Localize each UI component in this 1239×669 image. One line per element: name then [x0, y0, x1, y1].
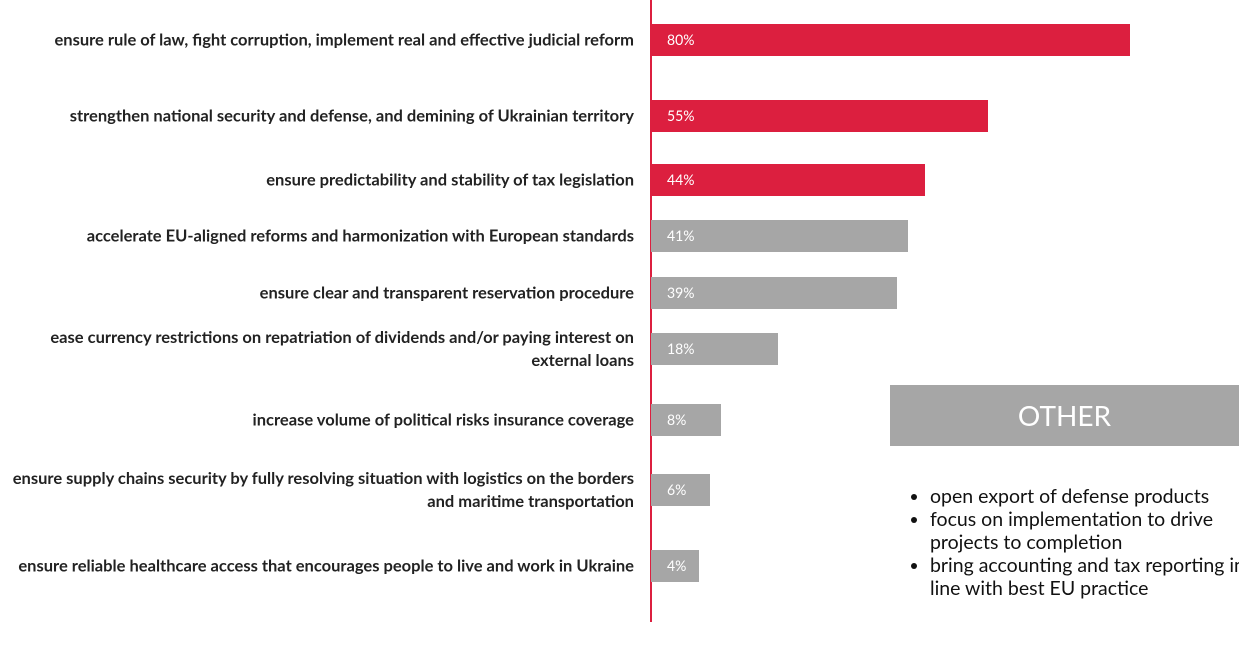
- bar: [651, 164, 926, 196]
- category-label: strengthen national security and defense…: [69, 105, 634, 126]
- value-label: 39%: [667, 284, 695, 301]
- other-item: focus on implementation to drive project…: [930, 508, 1239, 554]
- bar: [651, 220, 909, 252]
- value-label: 55%: [667, 107, 695, 124]
- bar: [651, 100, 988, 132]
- bar: [651, 550, 699, 582]
- category-label: ensure clear and transparent reservation…: [259, 282, 634, 303]
- other-item: bring accounting and tax reporting in li…: [930, 554, 1239, 600]
- category-label: ensure reliable healthcare access that e…: [18, 555, 634, 576]
- value-label: 8%: [667, 411, 687, 428]
- axis-line: [650, 0, 652, 622]
- value-label: 6%: [667, 481, 687, 498]
- value-label: 18%: [667, 340, 695, 357]
- category-label: ensure supply chains security by fully r…: [12, 468, 634, 511]
- category-label: ensure rule of law, fight corruption, im…: [54, 29, 634, 50]
- value-label: 80%: [667, 31, 695, 48]
- other-item: open export of defense products: [930, 485, 1239, 508]
- category-label: increase volume of political risks insur…: [252, 409, 634, 430]
- category-label: ensure predictability and stability of t…: [266, 169, 634, 190]
- value-label: 41%: [667, 227, 695, 244]
- value-label: 4%: [667, 557, 687, 574]
- value-label: 44%: [667, 171, 695, 188]
- bar: [651, 24, 1130, 56]
- bar: [651, 333, 779, 365]
- category-label: accelerate EU-aligned reforms and harmon…: [86, 225, 634, 246]
- bar: [651, 474, 711, 506]
- bar: [651, 404, 722, 436]
- category-label: ease currency restrictions on repatriati…: [50, 327, 634, 370]
- other-list: open export of defense productsfocus on …: [905, 485, 1239, 600]
- bar: [651, 277, 898, 309]
- other-title: OTHER: [890, 385, 1239, 446]
